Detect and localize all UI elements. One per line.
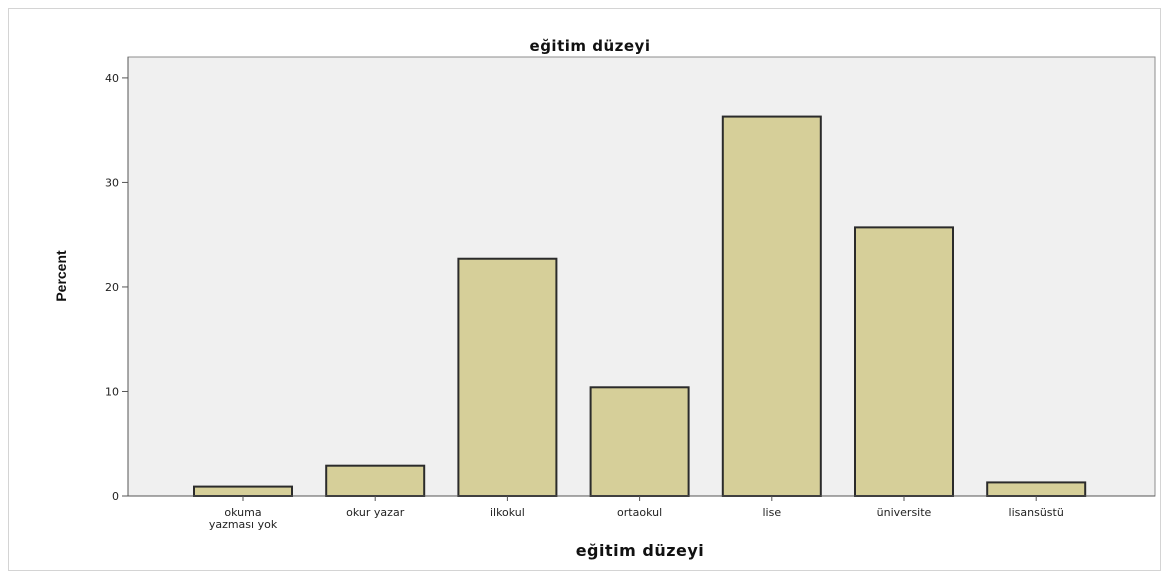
y-tick-label: 0 bbox=[112, 490, 119, 503]
bar bbox=[457, 257, 558, 497]
y-tick-label: 40 bbox=[105, 72, 119, 85]
bar bbox=[325, 464, 426, 498]
y-tick-label: 30 bbox=[105, 176, 119, 189]
chart-title: eğitim düzeyi bbox=[530, 37, 651, 55]
bar bbox=[854, 226, 954, 497]
y-tick-label: 20 bbox=[105, 281, 119, 294]
bar bbox=[589, 386, 690, 497]
y-tick-label: 10 bbox=[105, 385, 119, 398]
x-tick-label: yazması yok bbox=[209, 518, 278, 531]
x-axis-label: eğitim düzeyi bbox=[576, 541, 705, 560]
x-tick-label: okur yazar bbox=[346, 506, 405, 519]
x-tick-label: okuma bbox=[224, 506, 261, 519]
x-tick-label: ilkokul bbox=[490, 506, 525, 519]
y-axis: 0 10 20 30 40 bbox=[105, 57, 129, 503]
x-tick-label: ortaokul bbox=[617, 506, 662, 519]
bar bbox=[721, 115, 822, 497]
x-tick-label: üniversite bbox=[877, 506, 932, 519]
x-tick-label: lise bbox=[762, 506, 781, 519]
x-tick-label: lisansüstü bbox=[1009, 506, 1064, 519]
bars bbox=[193, 115, 1087, 498]
bar bbox=[986, 481, 1087, 497]
bar bbox=[193, 485, 293, 498]
y-axis-label: Percent bbox=[53, 250, 69, 302]
